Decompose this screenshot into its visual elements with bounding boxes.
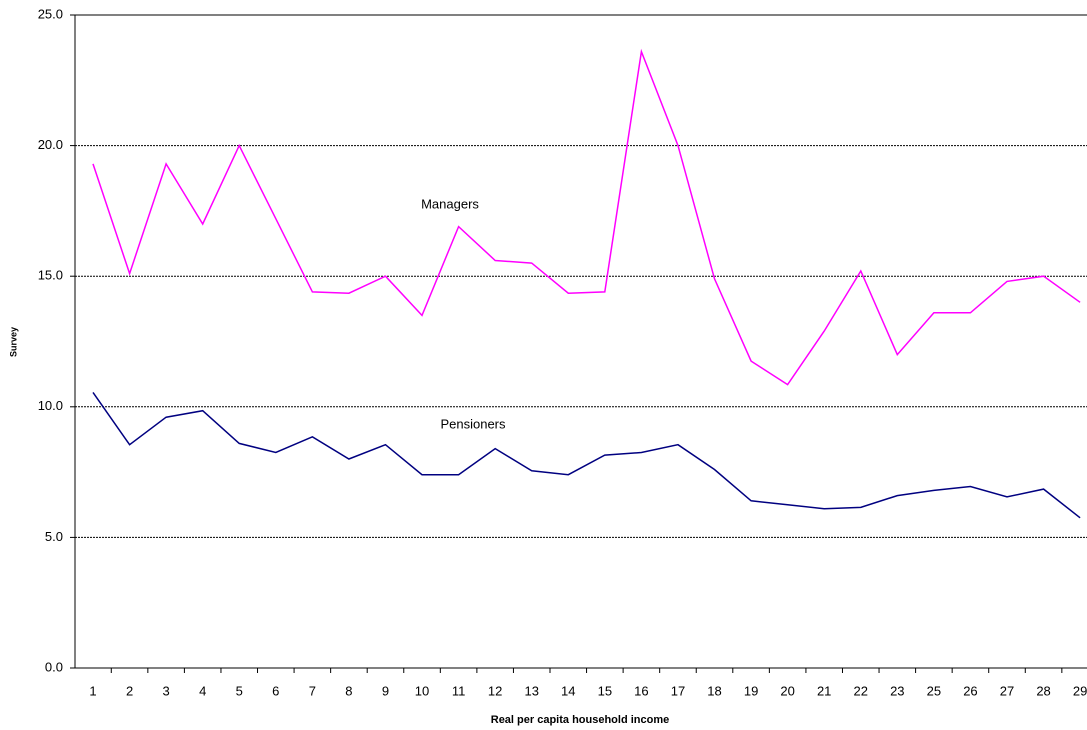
x-tick-label: 9: [382, 683, 389, 698]
y-tick-label: 5.0: [45, 529, 63, 544]
x-tick-label: 28: [1036, 683, 1050, 698]
y-tick-label: 15.0: [38, 268, 63, 283]
x-tick-label: 27: [1000, 683, 1014, 698]
y-tick-label: 20.0: [38, 137, 63, 152]
x-tick-label: 6: [272, 683, 279, 698]
x-tick-label: 13: [524, 683, 538, 698]
y-axis-label: Survey: [8, 327, 18, 357]
series-label: Pensioners: [440, 416, 506, 431]
x-tick-label: 3: [163, 683, 170, 698]
x-tick-label: 26: [963, 683, 977, 698]
y-tick-label: 10.0: [38, 398, 63, 413]
x-tick-label: 15: [598, 683, 612, 698]
series-line: [92, 391, 1081, 519]
x-tick-label: 23: [890, 683, 904, 698]
x-tick-label: 10: [415, 683, 429, 698]
x-tick-label: 16: [634, 683, 648, 698]
x-tick-label: 21: [817, 683, 831, 698]
series-label: Managers: [421, 196, 479, 211]
x-tick-label: 2: [126, 683, 133, 698]
x-tick-label: 14: [561, 683, 575, 698]
x-tick-label: 11: [452, 683, 466, 698]
x-tick-label: 8: [345, 683, 352, 698]
x-tick-label: 29: [1073, 683, 1087, 698]
x-tick-label: 18: [707, 683, 721, 698]
x-tick-label: 17: [671, 683, 685, 698]
series-line: [92, 48, 1081, 386]
x-tick-label: 25: [927, 683, 941, 698]
x-tick-label: 19: [744, 683, 758, 698]
x-tick-label: 5: [236, 683, 243, 698]
y-tick-label: 25.0: [38, 6, 63, 21]
x-axis-label: Real per capita household income: [491, 714, 670, 726]
x-tick-label: 1: [89, 683, 96, 698]
x-tick-label: 20: [780, 683, 794, 698]
x-tick-label: 22: [854, 683, 868, 698]
x-tick-label: 7: [309, 683, 316, 698]
x-tick-label: 12: [488, 683, 502, 698]
y-tick-label: 0.0: [45, 659, 63, 674]
x-tick-label: 4: [199, 683, 206, 698]
